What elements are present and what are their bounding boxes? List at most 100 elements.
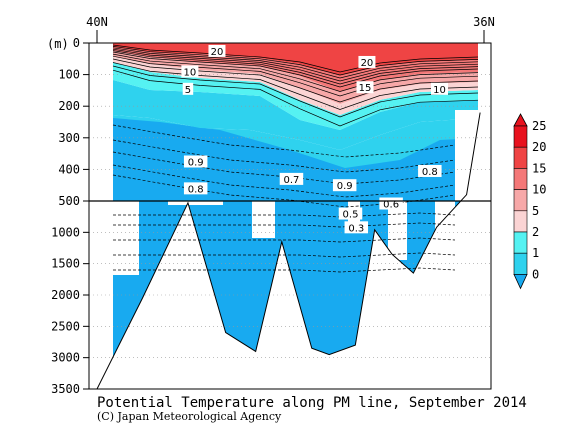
depth-unit-label: (m) [47,37,69,51]
contour-label: 0.7 [284,175,300,186]
contour-label-bg [344,221,369,234]
contour-label-bg [332,179,357,192]
contour-label-bg [181,65,199,78]
isotherm-line [112,47,479,79]
depth-tick-label: 1500 [51,257,80,271]
colorbar-label: 20 [532,140,546,154]
data-gap-1 [168,201,223,205]
isotherm-line-dashed [112,139,456,173]
colorbar-swatch [513,252,528,275]
mask-left [89,43,113,389]
colorbar-swatch [513,146,528,169]
contour-label: 15 [359,83,372,94]
band-0-1-upper [113,118,478,201]
contour-label-bg [356,81,374,94]
depth-tick-label: 100 [58,68,80,82]
depth-tick-label: 3500 [51,382,80,396]
isotherm-line [112,58,479,103]
isotherm-line-dashed-deep [113,222,456,228]
isotherm-contours [112,44,479,273]
contour-label-bg [418,164,442,177]
data-gap-4 [388,201,407,260]
contour-label: 0.8 [422,167,438,178]
lat-label-right: 36N [473,15,495,29]
plot-frame [88,42,492,390]
band-15-20 [113,47,478,92]
contour-label: 0.9 [188,158,204,169]
data-gap-2 [252,201,275,238]
isotherm-line-dashed-deep [113,267,456,273]
colorbar-swatch [513,231,528,254]
colorbar-label: 15 [532,161,546,175]
colorbar-label: 0 [532,267,539,281]
sea-floor-mask [97,112,491,389]
sea-floor-profile [96,112,481,390]
colorbar-label: 1 [532,246,539,260]
colorbar-swatch [513,125,528,148]
contour-label: 20 [361,58,374,69]
data-gap-6 [455,110,478,201]
depth-tick-label: 400 [58,162,80,176]
depth-tick-label: 300 [58,131,80,145]
depth-axis: 0 100 200 300 400 500 1000 1500 2000 2500 3000 3500 [51,36,89,396]
colorbar-swatch [513,210,528,233]
contour-label: 10 [433,85,446,96]
temperature-bands [89,43,491,389]
contour-label-bg [183,182,208,195]
colorbar-label: 25 [532,119,546,133]
contour-label-bg [358,55,376,68]
contour-label: 0.3 [348,223,364,234]
isotherm-line [112,48,479,82]
contour-label-bg [182,82,194,95]
band-5-10 [113,56,478,115]
isotherm-line-dashed [112,151,456,185]
contour-label: 5 [185,85,191,96]
depth-tick-label: 0 [73,36,80,50]
depth-tick-label: 2500 [51,319,80,333]
band-2-5 [113,62,478,130]
colorbar-arrow-bottom [513,273,528,290]
isotherm-line-dashed [112,164,456,198]
contour-label: 0.8 [188,184,204,195]
isotherm-line [112,55,479,97]
isotherm-line [112,53,479,92]
data-gap-5 [435,201,455,238]
isotherm-line-dashed-deep [113,252,456,258]
isotherm-line [112,44,479,73]
data-gap-0 [113,201,139,275]
colorbar-arrow-top [513,113,528,127]
depth-tick-label: 1000 [51,225,80,239]
isotherm-line-dashed [112,124,456,158]
contour-label: 0.9 [337,181,353,192]
contour-label: 0.6 [383,200,399,211]
colorbar-swatch [513,189,528,212]
colorbar-label: 5 [532,204,539,218]
contour-label: 10 [184,67,197,78]
band-1-2-upper [113,80,478,150]
isotherm-line [112,51,479,88]
isotherm-line-dashed-deep [113,212,456,218]
colorbar-label: 10 [532,183,546,197]
depth-tick-label: 3000 [51,351,80,365]
band-20-25 [113,43,478,76]
contour-label-bg [338,207,363,220]
isotherm-line [112,46,479,76]
depth-tick-label: 200 [58,99,80,113]
isotherm-line [112,69,479,127]
depth-tick-label: 500 [58,194,80,208]
lat-label-left: 40N [86,15,108,29]
contour-label-bg [183,155,208,168]
isotherm-line-dashed [112,174,456,208]
depth-tick-label: 2000 [51,288,80,302]
colorbar-swatch [513,168,528,190]
isotherm-line-dashed-deep [113,237,456,243]
contour-label-bg [430,82,448,95]
isotherm-line [112,62,479,110]
isotherm-line [112,50,479,85]
contour-label: 0.5 [343,210,359,221]
colorbar-label: 2 [532,225,539,239]
contour-label: 20 [211,47,224,58]
chart-title: Potential Temperature along PM line, Sep… [97,395,527,411]
